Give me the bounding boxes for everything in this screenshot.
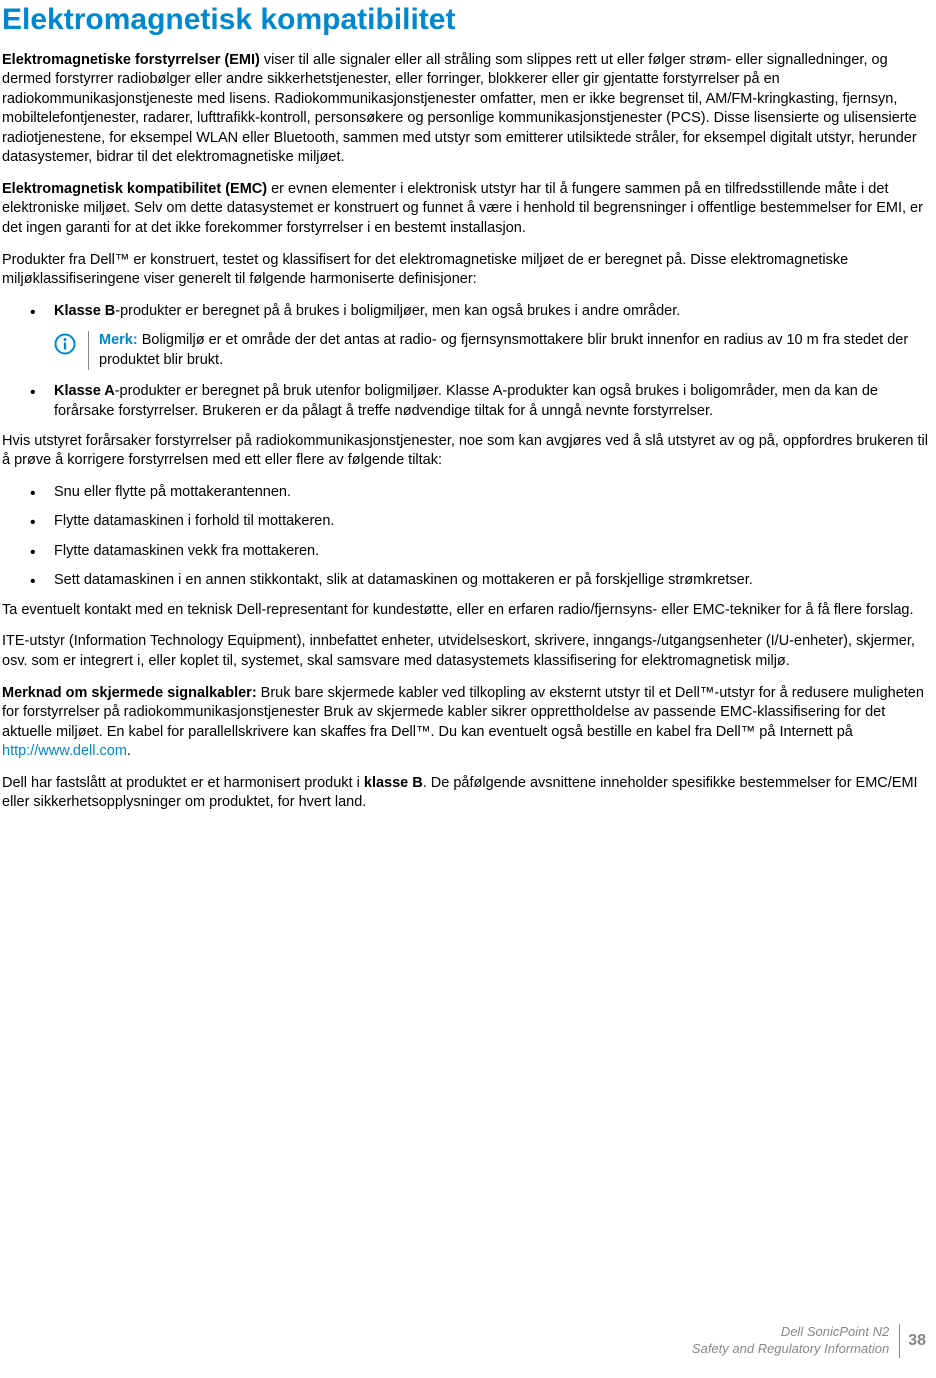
paragraph-emc: Elektromagnetisk kompatibilitet (EMC) er… xyxy=(2,180,932,239)
list-item: Flytte datamaskinen vekk fra mottakeren. xyxy=(2,542,932,562)
list-item-klasse-a: Klasse A-produkter er beregnet på bruk u… xyxy=(2,382,932,421)
class-list-a: Klasse A-produkter er beregnet på bruk u… xyxy=(2,382,932,421)
paragraph-contact: Ta eventuelt kontakt med en teknisk Dell… xyxy=(2,601,932,621)
paragraph-klasse-b: Dell har fastslått at produktet er et ha… xyxy=(2,774,932,813)
list-item: Flytte datamaskinen i forhold til mottak… xyxy=(2,512,932,532)
p8-bold: klasse B xyxy=(364,775,423,791)
footer-line-2: Safety and Regulatory Information xyxy=(692,1341,889,1358)
emi-lead: Elektromagnetiske forstyrrelser (EMI) xyxy=(2,52,260,68)
emi-body: viser til alle signaler eller all stråli… xyxy=(2,52,917,166)
klasse-a-lead: Klasse A xyxy=(54,383,115,399)
merk-body: Boligmiljø er et område der det antas at… xyxy=(99,332,908,368)
merk-label: Merk: xyxy=(99,332,138,348)
emc-lead: Elektromagnetisk kompatibilitet (EMC) xyxy=(2,181,267,197)
paragraph-dell-classified: Produkter fra Dell™ er konstruert, teste… xyxy=(2,251,932,290)
paragraph-cables: Merknad om skjermede signalkabler: Bruk … xyxy=(2,684,932,762)
klasse-b-lead: Klasse B xyxy=(54,303,115,319)
page-title: Elektromagnetisk kompatibilitet xyxy=(2,0,932,41)
klasse-a-body: -produkter er beregnet på bruk utenfor b… xyxy=(54,383,878,419)
page-number: 38 xyxy=(900,1330,926,1352)
footer-line-1: Dell SonicPoint N2 xyxy=(692,1324,889,1341)
list-item: Sett datamaskinen i en annen stikkontakt… xyxy=(2,571,932,591)
info-separator xyxy=(88,331,89,370)
cables-body2: . xyxy=(127,743,131,759)
p8-a: Dell har fastslått at produktet er et ha… xyxy=(2,775,364,791)
info-text: Merk: Boligmiljø er et område der det an… xyxy=(99,331,932,370)
cables-lead: Merknad om skjermede signalkabler: xyxy=(2,685,257,701)
tiltak-list: Snu eller flytte på mottakerantennen. Fl… xyxy=(2,483,932,591)
info-icon xyxy=(54,333,76,355)
list-item: Snu eller flytte på mottakerantennen. xyxy=(2,483,932,503)
paragraph-emi: Elektromagnetiske forstyrrelser (EMI) vi… xyxy=(2,51,932,168)
footer-doc-title: Dell SonicPoint N2 Safety and Regulatory… xyxy=(692,1324,900,1358)
info-note: Merk: Boligmiljø er et område der det an… xyxy=(54,331,932,370)
class-list: Klasse B-produkter er beregnet på å bruk… xyxy=(2,302,932,322)
dell-link[interactable]: http://www.dell.com xyxy=(2,743,127,759)
paragraph-ite: ITE-utstyr (Information Technology Equip… xyxy=(2,632,932,671)
list-item-klasse-b: Klasse B-produkter er beregnet på å bruk… xyxy=(2,302,932,322)
paragraph-interference: Hvis utstyret forårsaker forstyrrelser p… xyxy=(2,432,932,471)
klasse-b-body: -produkter er beregnet på å brukes i bol… xyxy=(115,303,680,319)
page-footer: Dell SonicPoint N2 Safety and Regulatory… xyxy=(692,1324,926,1358)
